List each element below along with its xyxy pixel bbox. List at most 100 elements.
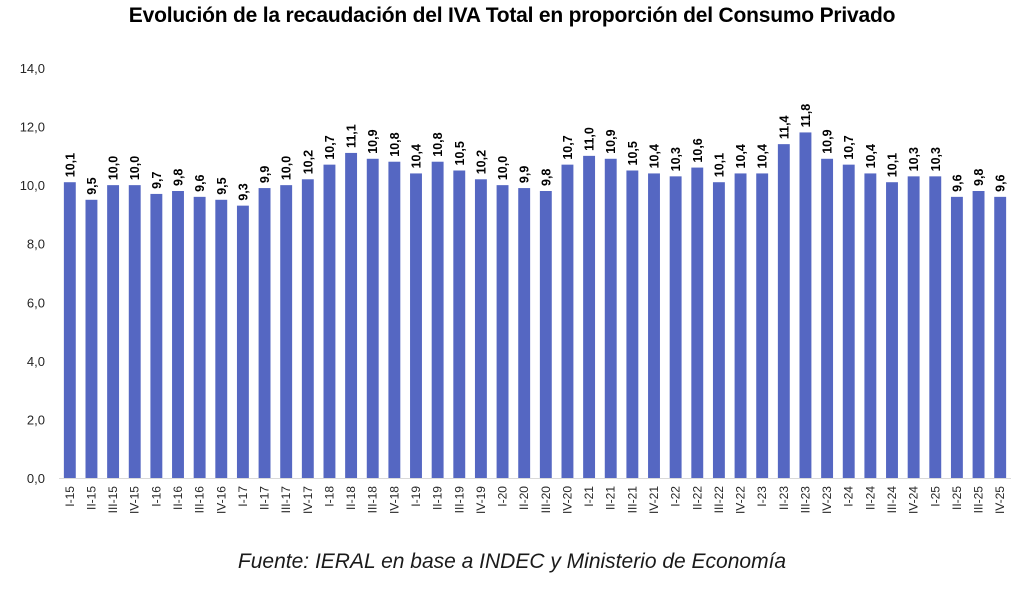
data-label: 9,5 (215, 177, 229, 194)
x-tick-label: I-24 (842, 486, 856, 507)
x-tick-label: IV-23 (820, 486, 834, 514)
x-tick-label: I-22 (669, 486, 683, 507)
bar-III-18 (366, 158, 379, 479)
x-tick-label: I-19 (409, 486, 423, 507)
data-label: 10,4 (756, 144, 770, 168)
x-tick-label: IV-25 (993, 486, 1007, 514)
bar-II-18 (345, 152, 358, 478)
data-label: 11,4 (777, 115, 791, 139)
data-label: 9,5 (85, 177, 99, 194)
bar-IV-21 (648, 173, 660, 478)
x-tick-label: II-24 (863, 486, 877, 510)
data-label: 10,6 (691, 138, 705, 162)
data-label: 10,0 (496, 156, 510, 180)
data-label: 9,8 (972, 169, 986, 186)
y-tick-label: 12,0 (20, 120, 45, 135)
data-label: 10,7 (842, 135, 856, 159)
bar-III-22 (712, 182, 725, 478)
bar-I-23 (756, 173, 769, 478)
x-tick-label: III-19 (452, 486, 466, 514)
data-label: 9,3 (236, 183, 250, 200)
bar-I-15 (63, 182, 76, 478)
data-label: 10,9 (821, 129, 835, 153)
bar-II-25 (950, 196, 963, 478)
data-label: 10,0 (107, 156, 121, 180)
x-tick-label: II-18 (344, 486, 358, 510)
data-labels: 10,1 9,5 10,0 10,0 9,7 9,8 9,6 9,5 9,3 9,9 10,0 10,… (63, 104, 1007, 201)
data-label: 10,5 (626, 141, 640, 165)
x-tick-label: III-21 (625, 486, 639, 514)
x-tick-label: III-15 (106, 486, 120, 514)
bar-IV-17 (301, 179, 314, 479)
bar-IV-20 (561, 164, 574, 478)
data-label: 9,6 (193, 174, 207, 191)
y-axis: 0,0 2,0 4,0 6,0 8,0 10,0 12,0 14,0 (20, 61, 45, 486)
data-label: 9,6 (950, 174, 964, 191)
y-tick-label: 2,0 (27, 412, 45, 427)
y-tick-label: 8,0 (27, 237, 45, 252)
data-label: 10,3 (669, 147, 683, 171)
x-tick-label: II-17 (258, 486, 272, 510)
bar-III-16 (193, 196, 206, 478)
bar-II-24 (864, 173, 877, 478)
bar-III-19 (453, 170, 466, 478)
x-tick-label: III-24 (885, 486, 899, 514)
x-tick-label: II-20 (517, 486, 531, 510)
bar-III-21 (626, 170, 639, 478)
bar-II-23 (777, 144, 790, 478)
bar-II-22 (691, 167, 704, 479)
bar-I-21 (583, 155, 596, 478)
bar-IV-23 (821, 158, 834, 479)
data-label: 10,9 (366, 129, 380, 153)
x-tick-label: IV-22 (734, 486, 748, 514)
bar-II-17 (258, 188, 271, 479)
data-label: 10,8 (431, 132, 445, 156)
data-label: 11,0 (583, 127, 597, 151)
x-tick-label: III-20 (539, 486, 553, 514)
data-label: 10,1 (712, 153, 726, 177)
bar-IV-19 (474, 179, 487, 479)
bar-III-23 (799, 132, 812, 478)
x-tick-label: I-20 (496, 486, 510, 507)
bar-III-20 (539, 191, 552, 478)
data-label: 9,8 (539, 169, 553, 186)
x-axis: I-15 II-15 III-15 IV-15 I-16 II-16 III-16 IV-16… (63, 486, 1007, 514)
x-tick-label: I-15 (63, 486, 77, 507)
y-tick-label: 6,0 (27, 295, 45, 310)
data-label: 10,3 (907, 147, 921, 171)
data-label: 10,2 (301, 150, 315, 174)
x-tick-label: IV-18 (387, 486, 401, 514)
bar-I-24 (842, 164, 855, 478)
x-tick-label: IV-16 (214, 486, 228, 514)
x-tick-label: II-25 (950, 486, 964, 510)
bar-I-22 (669, 176, 682, 478)
x-tick-label: IV-19 (474, 486, 488, 514)
bar-IV-25 (994, 196, 1007, 478)
chart-title: Evolución de la recaudación del IVA Tota… (128, 4, 896, 27)
x-tick-label: IV-21 (647, 486, 661, 514)
x-tick-label: III-18 (366, 486, 380, 514)
data-label: 10,1 (886, 153, 900, 177)
y-tick-label: 4,0 (27, 354, 45, 369)
bar-IV-22 (734, 173, 747, 478)
x-tick-label: II-19 (431, 486, 445, 510)
x-tick-label: I-21 (582, 486, 596, 507)
bar-IV-24 (907, 176, 920, 478)
data-label: 9,8 (172, 169, 186, 186)
data-label: 10,0 (280, 156, 294, 180)
data-label: 10,4 (734, 144, 748, 168)
bar-III-25 (972, 191, 985, 478)
x-tick-label: I-17 (236, 486, 250, 507)
x-tick-label: I-18 (322, 486, 336, 507)
data-label: 11,1 (345, 124, 359, 148)
x-tick-label: I-16 (149, 486, 163, 507)
x-tick-label: II-23 (777, 486, 791, 510)
x-tick-label: IV-17 (301, 486, 315, 514)
bar-II-21 (604, 158, 617, 479)
x-tick-label: IV-15 (128, 486, 142, 514)
x-tick-label: III-23 (798, 486, 812, 514)
y-tick-label: 14,0 (20, 61, 45, 76)
x-tick-label: I-23 (755, 486, 769, 507)
data-label: 10,4 (864, 144, 878, 168)
